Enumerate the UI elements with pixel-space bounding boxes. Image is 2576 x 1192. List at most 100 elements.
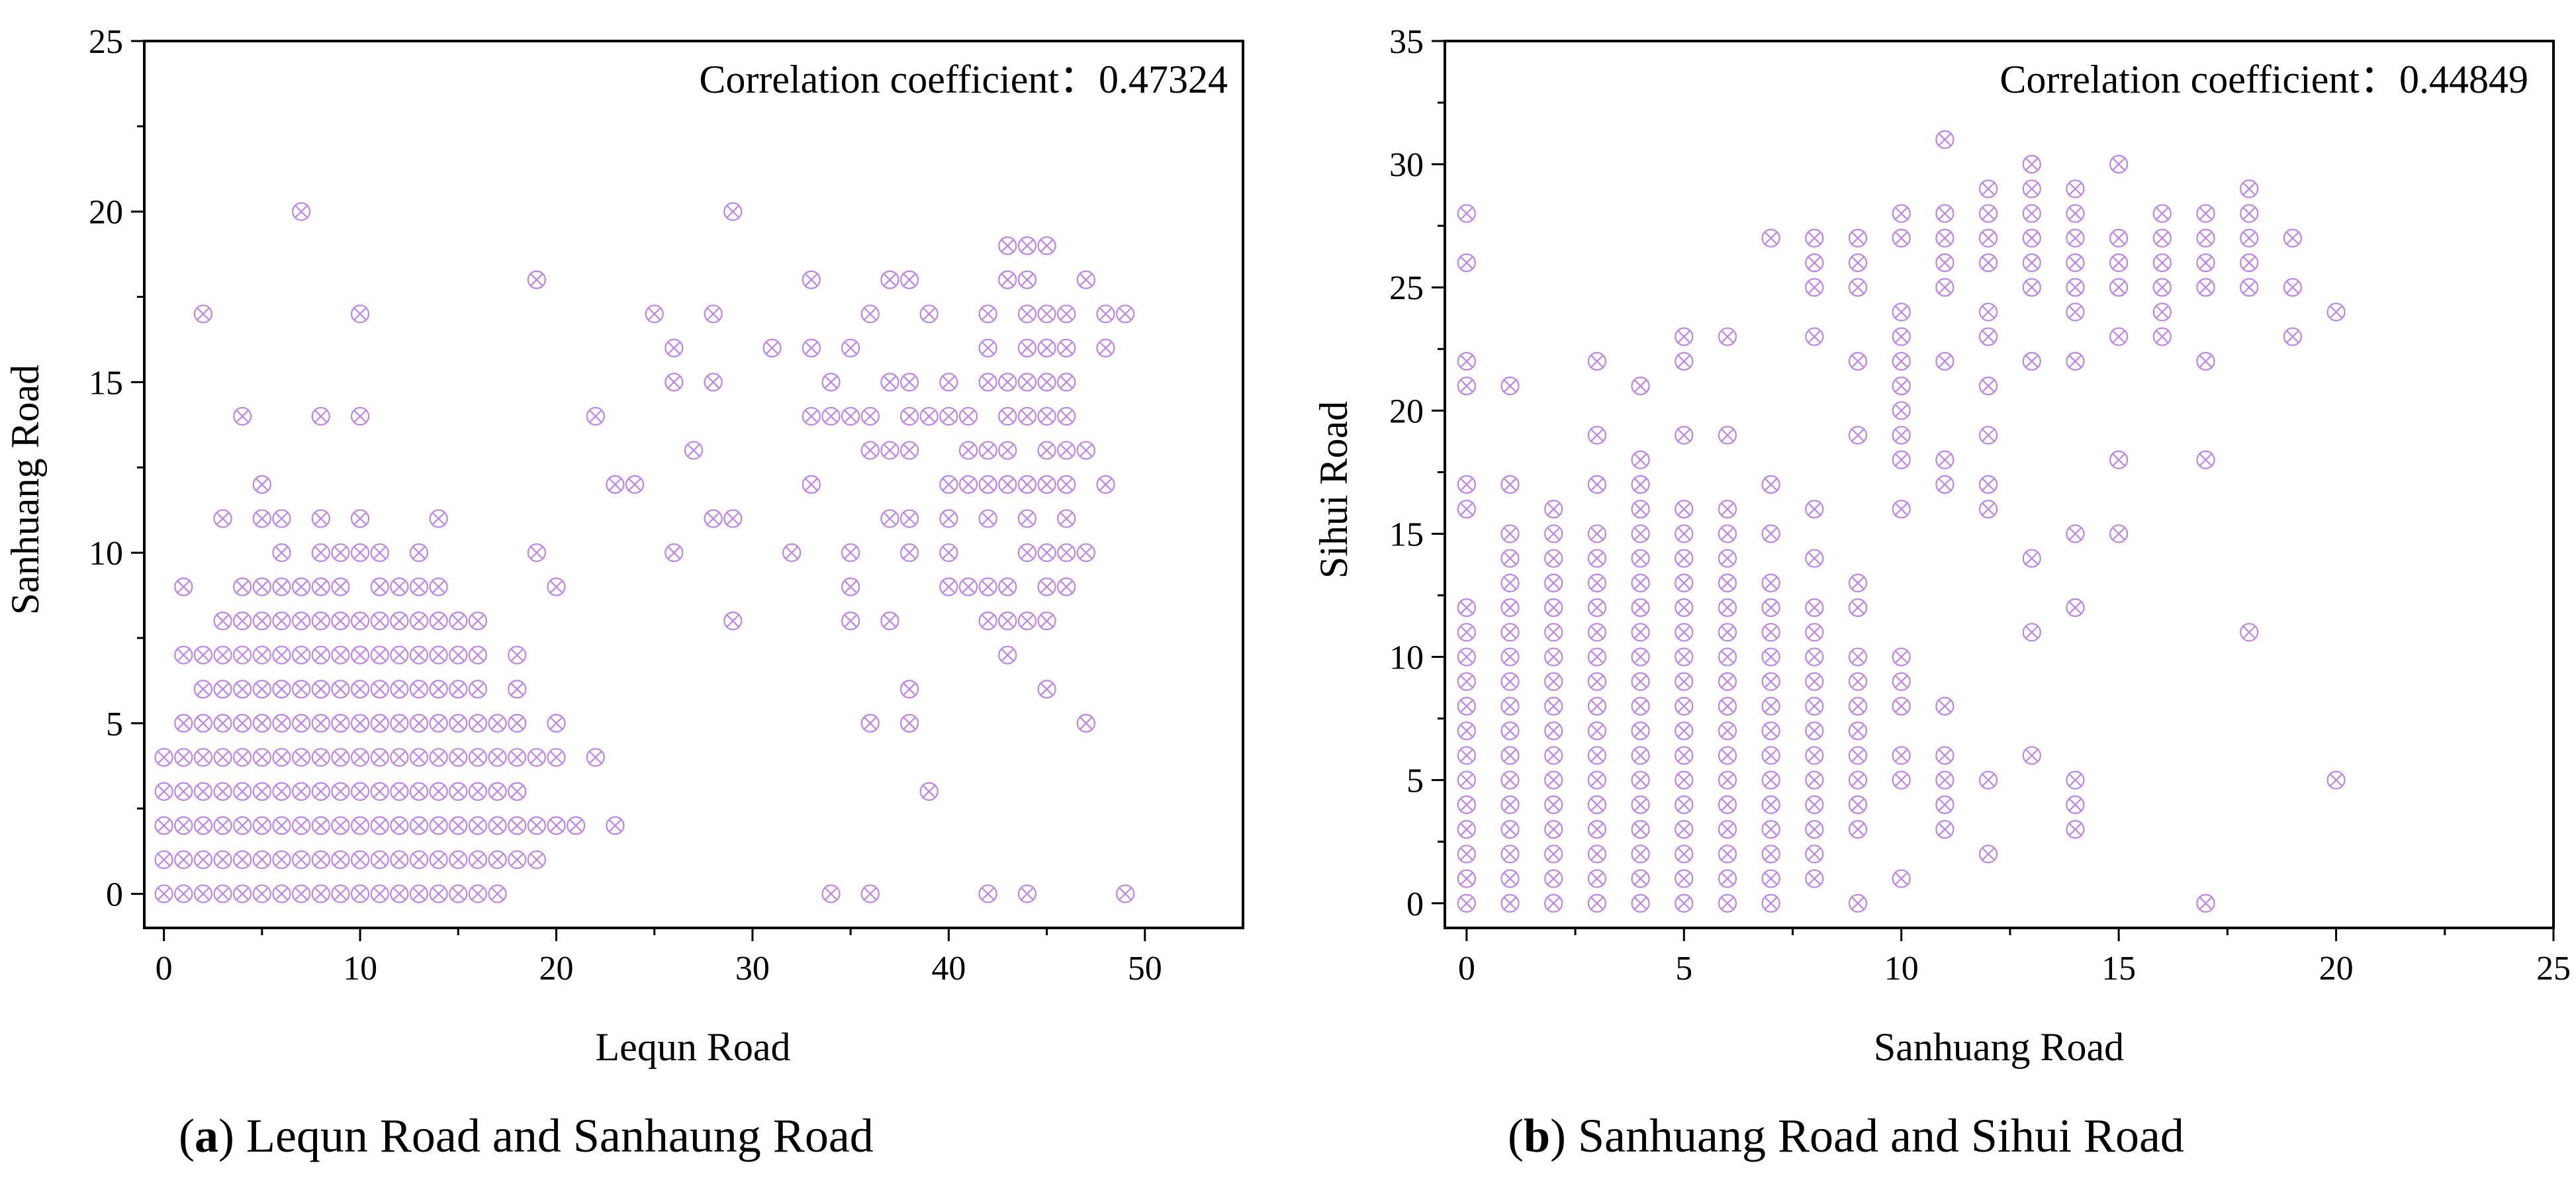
chart-a-point [252,612,271,631]
chart-b-ytick-label: 25 [1389,269,1424,307]
chart-a-point [174,577,193,596]
chart-a-frame [143,40,1244,929]
chart-a-point [233,645,252,665]
chart-a-point [350,748,370,767]
chart-a-point [370,543,389,563]
chart-a-point [860,713,880,733]
chart-a-point [154,748,173,767]
chart-b-point [1848,253,1868,273]
chart-a-point [625,475,645,494]
chart-a-point [527,543,546,563]
chart-b-ytick-label: 5 [1406,762,1424,800]
chart-b-correlation-label: Correlation coefficient：0.44849 [2000,58,2528,101]
chart-a-point [409,884,429,903]
chart-a-point [468,816,488,835]
chart-a-point [154,816,173,835]
chart-a-point [606,816,625,835]
chart-a-point [1037,373,1056,392]
chart-b-point [1805,500,1824,519]
chart-a-point [272,509,291,528]
chart-b-point [1718,549,1737,568]
chart-a-point [370,577,389,596]
chart-b-point [2152,228,2172,248]
chart-b-point [1892,204,1911,223]
chart-a-ytick-label: 10 [89,535,123,573]
chart-b-point [1805,647,1824,666]
chart-b-point [1457,820,1476,839]
chart-a-point [978,304,997,324]
chart-a-point [821,884,841,903]
chart-b-point [1631,894,1650,913]
chart-a-point [409,543,429,563]
chart-b-point [1675,549,1694,568]
chart-a-point [233,680,252,699]
chart-b-point [1805,598,1824,618]
chart-b-point [1935,820,1955,839]
chart-a-point [508,748,527,767]
chart-b-point [1587,475,1607,494]
chart-a-point [665,338,684,357]
chart-b-point [1848,351,1868,371]
chart-a-point [449,713,468,733]
chart-b-point [1978,500,1998,519]
chart-b-point [1718,327,1737,346]
chart-b-point [2152,278,2172,297]
chart-a-point [527,748,546,767]
chart-b-point [1500,647,1520,666]
chart-b-point [1675,820,1694,839]
chart-b-point [1761,795,1780,814]
chart-b-point [2109,327,2129,346]
chart-b-point [1500,721,1520,741]
chart-a-point [841,612,860,631]
chart-a-point [939,406,958,426]
chart-b-point [1457,795,1476,814]
chart-a-point [899,373,919,392]
chart-a-point [1057,338,1076,357]
chart-a-point [958,441,978,460]
chart-a-ytick-label: 15 [89,364,123,402]
chart-b-point [1935,130,1955,149]
chart-a-point [350,645,370,665]
chart-a-ylabel: Sanhuang Road [3,365,47,615]
chart-b-point [1675,721,1694,741]
chart-b-point [1675,500,1694,519]
chart-b-point [1761,598,1780,618]
chart-b-point [1675,894,1694,913]
chart-a-point [1116,304,1135,324]
chart-b-point [1544,647,1563,666]
chart-b-point [1892,696,1911,716]
chart-a-point [1037,236,1056,255]
chart-b-point [1718,770,1737,790]
chart-a-point [684,441,704,460]
chart-b-point [1631,869,1650,888]
chart-a-point [311,645,330,665]
chart-a-point [370,748,389,767]
chart-b-ytick-label: 0 [1406,886,1424,923]
chart-a-point [998,475,1017,494]
chart-b-point [1718,573,1737,592]
chart-b-point [2109,155,2129,174]
chart-a-point [429,782,448,801]
chart-a-point [154,782,173,801]
chart-b-xtick-label: 20 [2319,950,2354,987]
chart-b-point [1500,894,1520,913]
chart-a-point [449,645,468,665]
chart-b-point [1675,696,1694,716]
chart-b-point [1761,573,1780,592]
chart-a-point [272,680,291,699]
chart-b-point [1457,204,1476,223]
chart-b-point [1675,426,1694,445]
chart-a-point [468,612,488,631]
chart-a-point [292,645,311,665]
chart-b-point [2240,179,2259,199]
chart-b-point [1978,302,1998,322]
chart-a-point [1017,475,1037,494]
chart-a-point [880,373,899,392]
chart-b-point [1457,253,1476,273]
chart-b-point [1805,869,1824,888]
chart-a-point [233,713,252,733]
chart-b-ytick-label: 20 [1389,392,1424,430]
chart-a-point [508,782,527,801]
chart-b-point [1718,869,1737,888]
